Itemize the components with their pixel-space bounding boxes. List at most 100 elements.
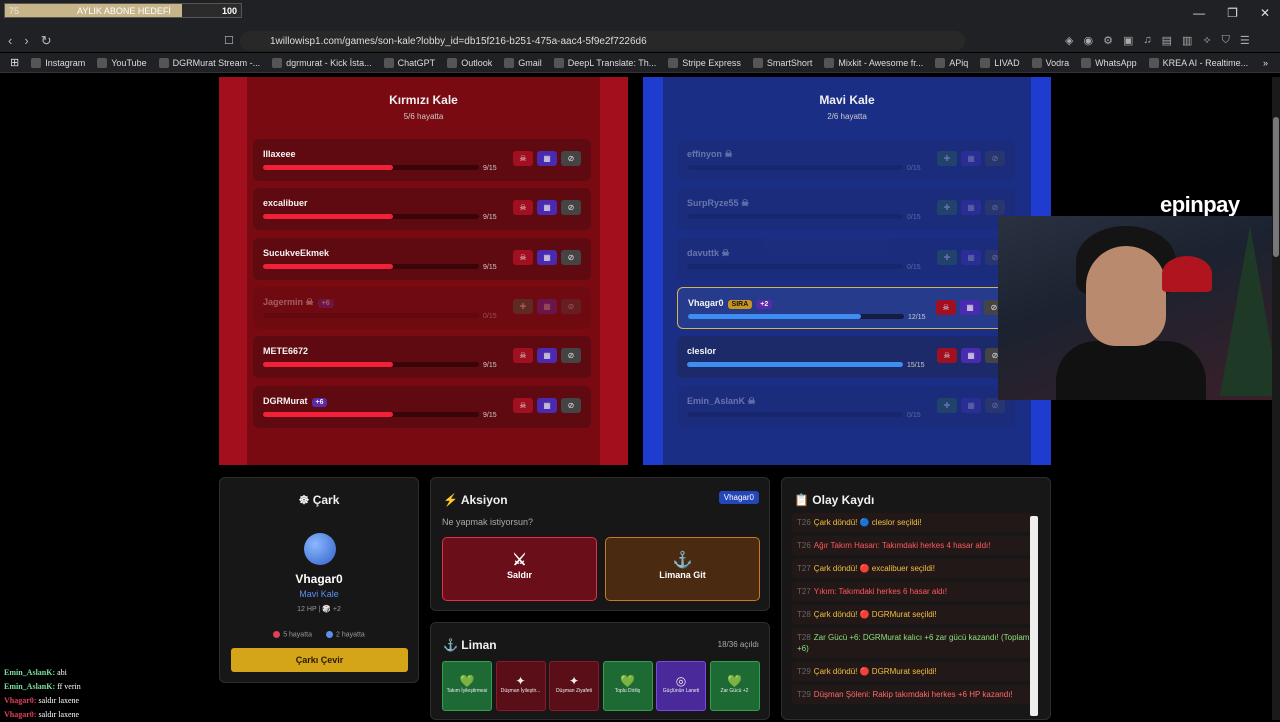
revive-icon[interactable]: ✚ (937, 249, 957, 265)
dice-icon[interactable]: ▦ (961, 397, 981, 413)
player-card[interactable]: METE6672 9/15 ☠ ▦ ⊘ (253, 336, 591, 379)
bookmarks-overflow-icon[interactable]: » (1262, 57, 1268, 68)
back-icon[interactable]: ‹ (8, 33, 13, 48)
block-icon[interactable]: ⊘ (561, 249, 581, 265)
bookmark-item[interactable]: YouTube (97, 57, 147, 68)
port-card[interactable]: 💚 Toplu Diriliş (602, 661, 653, 711)
bookmark-item[interactable]: WhatsApp (1081, 57, 1137, 68)
player-card[interactable]: cleslor 15/15 ☠ ▦ ⊘ (677, 336, 1015, 379)
block-icon[interactable]: ⊘ (561, 397, 581, 413)
bookmark-favicon-icon (504, 57, 515, 68)
bookmark-item[interactable]: Instagram (31, 57, 85, 68)
spin-wheel-button[interactable]: Çarkı Çevir (231, 648, 408, 672)
extension-icon[interactable]: ◉ (1083, 35, 1094, 47)
log-turn: T28 (797, 633, 811, 642)
bookmark-star-icon[interactable]: ☐ (224, 35, 234, 47)
extension-icon[interactable]: ⚙ (1103, 35, 1113, 47)
port-card[interactable]: ✦ Düşman Ziyafeti (549, 661, 599, 711)
dice-icon[interactable]: ▦ (537, 397, 557, 413)
bookmark-item[interactable]: DGRMurat Stream -... (158, 57, 260, 68)
player-card[interactable]: Vhagar0 SIRA +2 12/15 ☠ ▦ ⊘ (677, 286, 1015, 329)
block-icon[interactable]: ⊘ (561, 200, 581, 216)
revive-icon[interactable]: ✚ (937, 151, 957, 166)
close-icon[interactable]: ✕ (1259, 6, 1270, 20)
player-card[interactable]: Jagermin ☠ +6 0/15 ✚ ▦ ⊘ (253, 286, 591, 329)
block-icon[interactable]: ⊘ (985, 200, 1005, 216)
bookmark-item[interactable]: KREA AI - Realtime... (1148, 57, 1248, 68)
bookmark-item[interactable]: Gmail (504, 57, 542, 68)
block-icon[interactable]: ⊘ (985, 151, 1005, 166)
bookmark-item[interactable]: Outlook (447, 57, 492, 68)
revive-icon[interactable]: ✚ (513, 298, 533, 314)
player-card[interactable]: davuttk ☠ 0/15 ✚ ▦ ⊘ (677, 237, 1015, 280)
minimize-icon[interactable]: — (1193, 6, 1206, 20)
player-card[interactable]: Emin_AslanK ☠ 0/15 ✚ ▦ ⊘ (677, 385, 1015, 428)
bookmark-item[interactable]: ChatGPT (383, 57, 435, 68)
dice-icon[interactable]: ▦ (537, 298, 557, 314)
attack-button[interactable]: ⚔ Saldır (442, 537, 597, 601)
skull-icon[interactable]: ☠ (937, 348, 957, 364)
skull-icon[interactable]: ☠ (513, 200, 533, 216)
goal-current: 75 (9, 5, 20, 16)
port-card[interactable]: ◎ Güçlünün Laneti (656, 661, 706, 711)
maximize-icon[interactable]: ❐ (1227, 6, 1238, 20)
skull-icon[interactable]: ☠ (513, 249, 533, 265)
address-bar[interactable]: 1willowisp1.com/games/son-kale?lobby_id=… (240, 31, 965, 51)
skull-icon[interactable]: ☠ (936, 299, 956, 315)
skull-icon[interactable]: ☠ (513, 348, 533, 364)
wallet-icon[interactable]: ▥ (1182, 35, 1193, 47)
bookmark-item[interactable]: Mixkit - Awesome fr... (824, 57, 923, 68)
block-icon[interactable]: ⊘ (561, 151, 581, 166)
dice-icon[interactable]: ▦ (537, 151, 557, 166)
player-card[interactable]: effinyon ☠ 0/15 ✚ ▦ ⊘ (677, 139, 1015, 181)
reload-icon[interactable]: ↻ (40, 33, 52, 48)
skull-icon[interactable]: ☠ (513, 397, 533, 413)
dice-icon[interactable]: ▦ (961, 151, 981, 166)
revive-icon[interactable]: ✚ (937, 200, 957, 216)
port-card[interactable]: ✦ Düşman İyileştir... (495, 661, 546, 711)
log-turn: T27 (797, 587, 811, 596)
revive-icon[interactable]: ✚ (937, 397, 957, 413)
event-log-scrollbar[interactable] (1030, 516, 1038, 716)
page-scrollbar[interactable] (1272, 77, 1280, 720)
dice-icon[interactable]: ▦ (537, 348, 557, 364)
bookmark-item[interactable]: SmartShort (752, 57, 812, 68)
dice-icon[interactable]: ▦ (537, 200, 557, 216)
ai-icon[interactable]: ✧ (1202, 35, 1212, 47)
go-to-port-button[interactable]: ⚓ Limana Git (605, 537, 760, 601)
skull-icon: ☠ (719, 247, 730, 258)
dice-icon[interactable]: ▦ (960, 299, 980, 315)
bookmark-item[interactable]: Stripe Express (668, 57, 741, 68)
bookmark-item[interactable]: DeepL Translate: Th... (553, 57, 656, 68)
bookmark-item[interactable]: Vodra (1031, 57, 1069, 68)
player-card[interactable]: Illaxeee 9/15 ☠ ▦ ⊘ (253, 139, 591, 181)
shield-icon[interactable]: ⛉ (1221, 34, 1230, 46)
player-card[interactable]: SurpRyze55 ☠ 0/15 ✚ ▦ ⊘ (677, 188, 1015, 231)
block-icon[interactable]: ⊘ (561, 298, 581, 314)
bookmark-item[interactable]: LIVAD (980, 57, 1020, 68)
player-card[interactable]: excalibuer 9/15 ☠ ▦ ⊘ (253, 188, 591, 231)
dice-icon[interactable]: ▦ (537, 249, 557, 265)
extension-icon[interactable]: ▣ (1122, 35, 1134, 47)
extension-icon[interactable]: ◈ (1065, 35, 1074, 47)
block-icon[interactable]: ⊘ (561, 348, 581, 364)
port-card[interactable]: 💚 Zar Gücü +2 (709, 661, 760, 711)
extension-icon[interactable]: ♫ (1143, 34, 1152, 46)
player-card[interactable]: DGRMurat +6 9/15 ☠ ▦ ⊘ (253, 385, 591, 428)
player-card[interactable]: SucukveEkmek 9/15 ☠ ▦ ⊘ (253, 237, 591, 280)
event-log-list[interactable]: T26 Çark döndü! 🔵 cleslor seçildi! T26 Ağır… (792, 513, 1037, 713)
anchor-icon: ⚓ (672, 552, 693, 569)
block-icon[interactable]: ⊘ (985, 397, 1005, 413)
bookmark-item[interactable]: APiq (935, 57, 968, 68)
bookmark-item[interactable]: dgrmurat - Kick İsta... (272, 57, 372, 68)
dice-icon[interactable]: ▦ (961, 249, 981, 265)
forward-icon[interactable]: › (24, 33, 29, 48)
sidebar-icon[interactable]: ▤ (1161, 35, 1173, 47)
menu-icon[interactable]: ☰ (1239, 35, 1250, 47)
dice-icon[interactable]: ▦ (961, 200, 981, 216)
skull-icon[interactable]: ☠ (513, 151, 533, 166)
hp-text: 9/15 (483, 165, 497, 172)
dice-icon[interactable]: ▦ (961, 348, 981, 364)
port-card[interactable]: 💚 Takım İyileştirmesi (442, 661, 492, 711)
apps-icon[interactable]: ⊞ (10, 57, 20, 69)
